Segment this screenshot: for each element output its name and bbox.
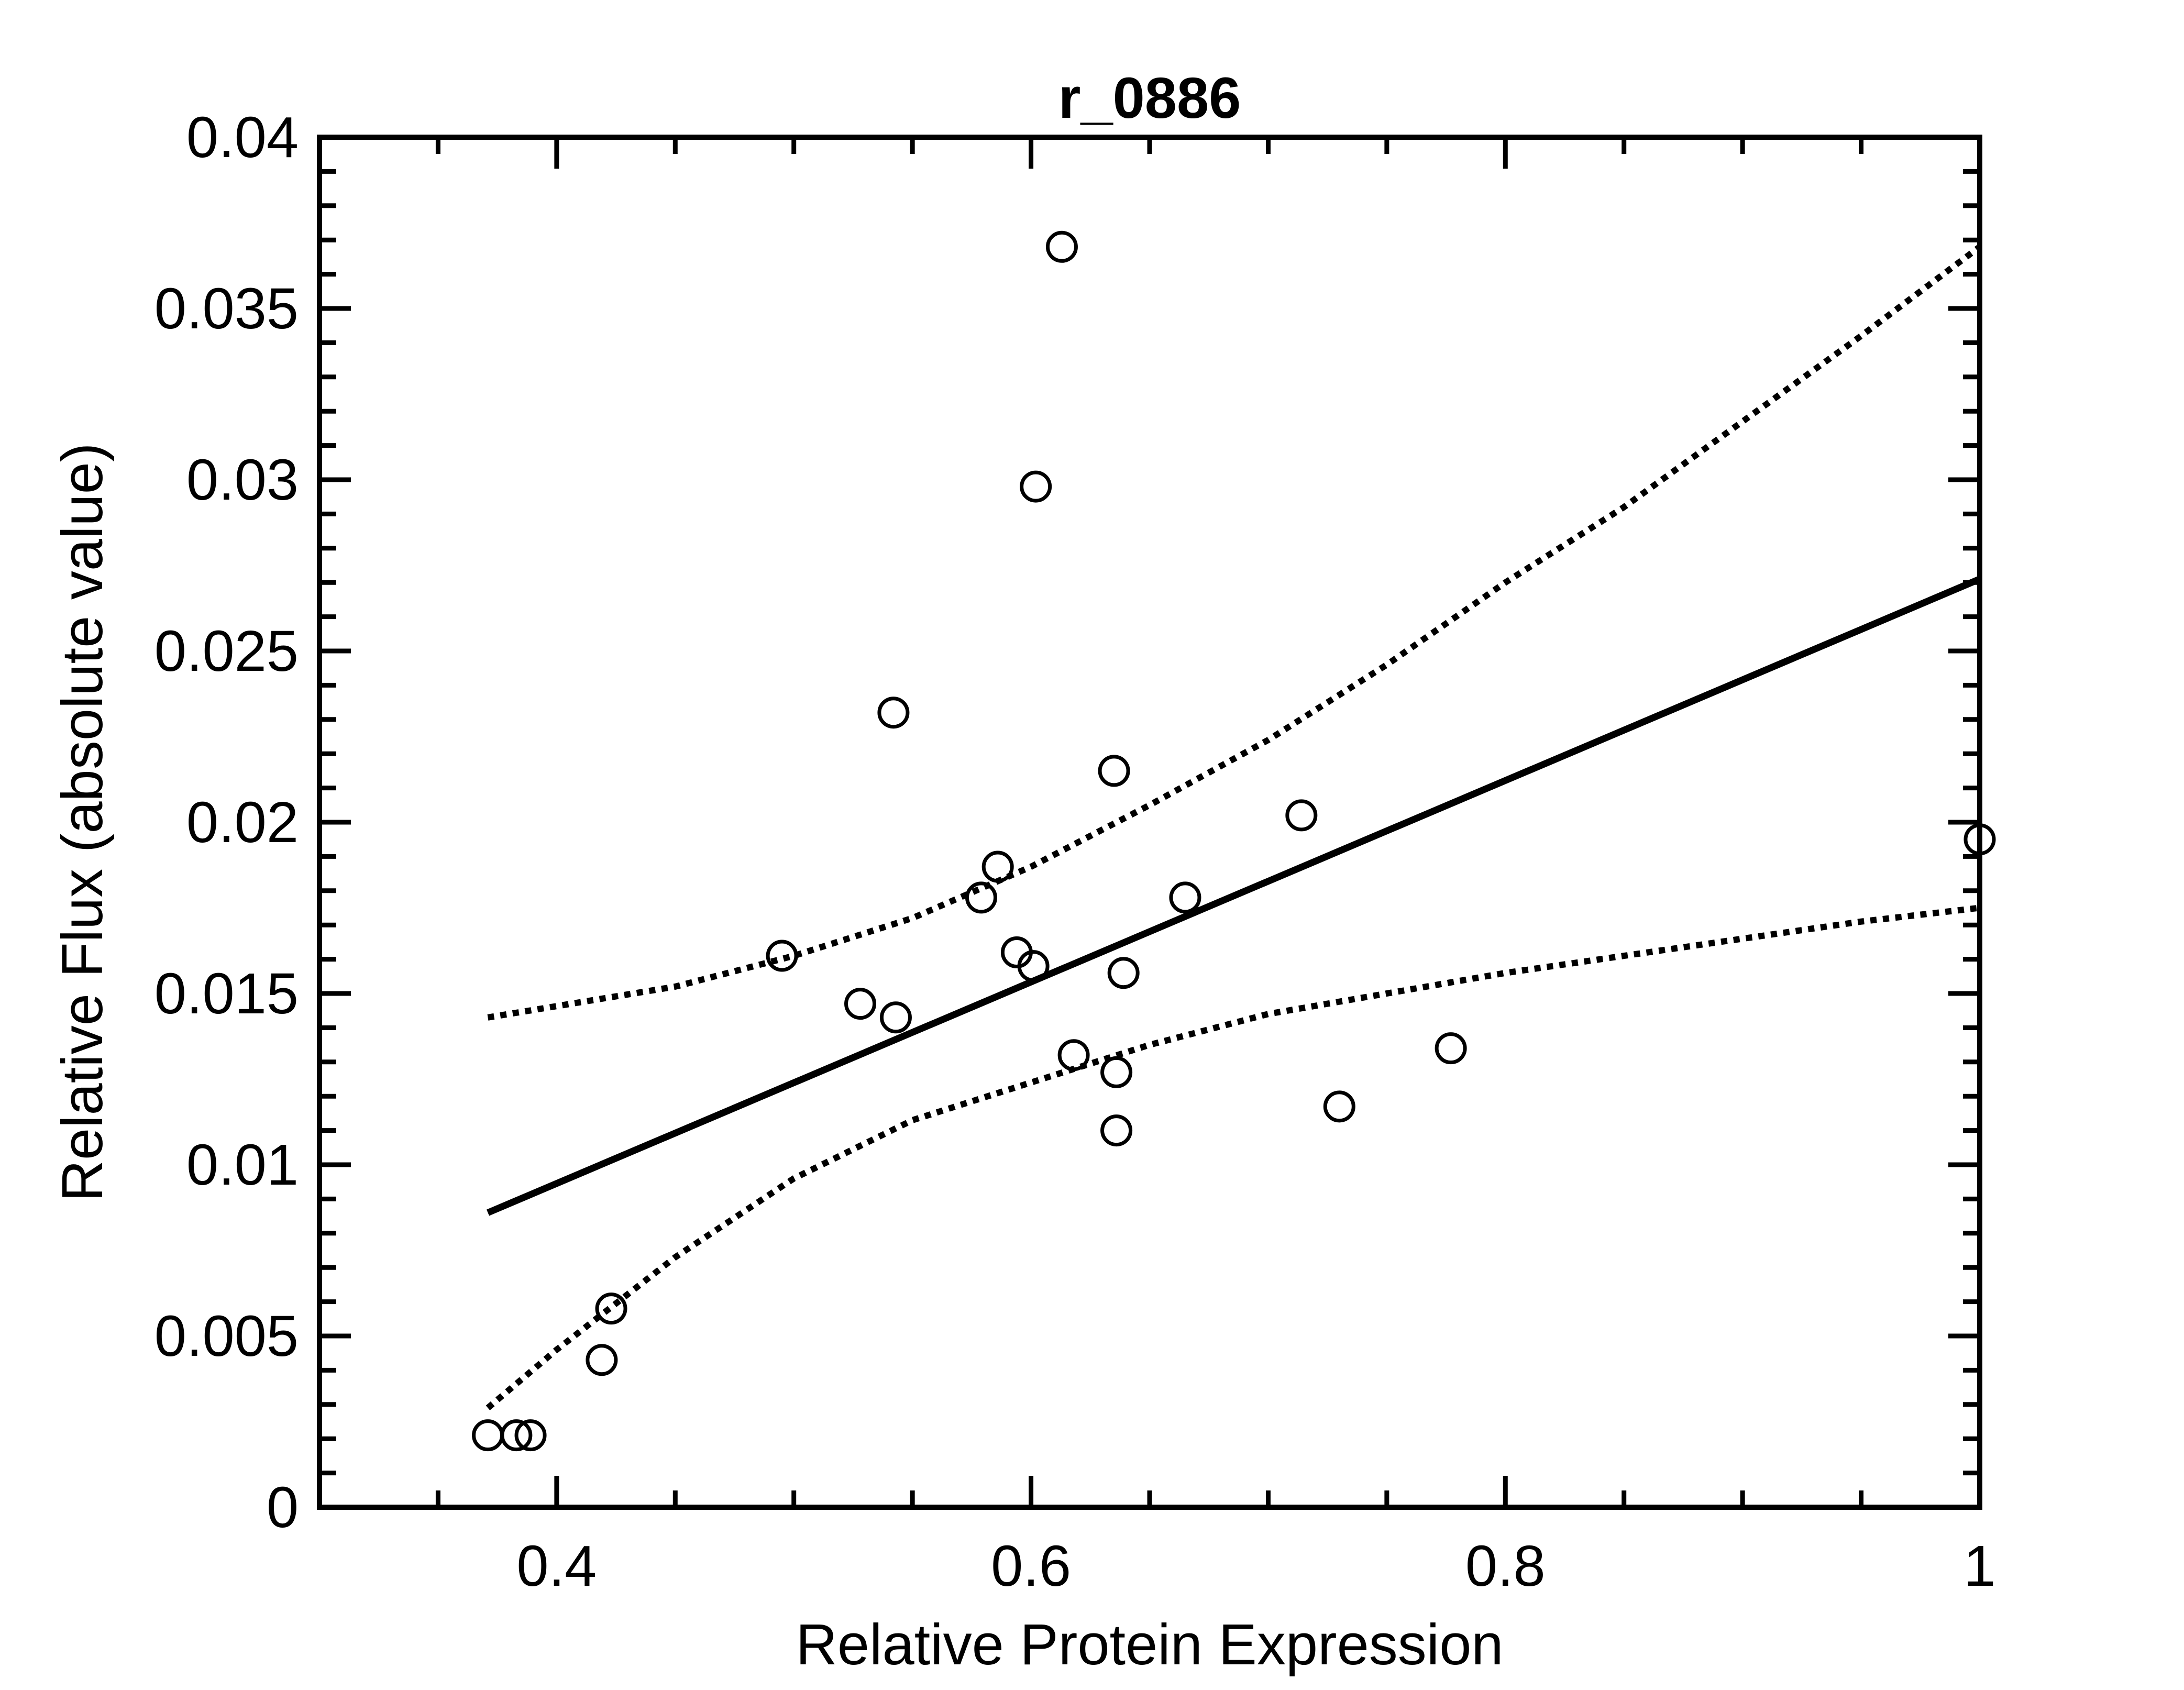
data-point — [877, 697, 910, 729]
data-point — [1045, 230, 1078, 263]
data-point — [1169, 881, 1201, 914]
data-point — [1100, 1056, 1133, 1088]
y-tick-label: 0.01 — [186, 1133, 299, 1197]
data-point — [472, 1419, 504, 1452]
lower-confidence-band — [486, 904, 1980, 1410]
confidence-bands — [486, 244, 1982, 1410]
data-point — [766, 940, 798, 972]
upper-confidence-band — [487, 244, 1982, 1021]
y-tick-label: 0.015 — [155, 962, 299, 1026]
x-axis-label: Relative Protein Expression — [796, 1612, 1503, 1677]
data-point — [1017, 950, 1050, 982]
data-point — [981, 850, 1014, 883]
data-point — [1100, 1114, 1133, 1147]
chart-title: r_0886 — [1058, 66, 1241, 130]
x-tick-labels: 0.4 0.6 0.8 1 — [516, 1534, 1995, 1598]
data-point — [879, 1001, 912, 1034]
fit-line-layer — [486, 576, 1981, 1216]
y-axis-label: Relative Flux (absolute value) — [50, 443, 115, 1201]
data-point — [595, 1293, 627, 1325]
y-tick-label: 0 — [267, 1475, 299, 1540]
data-point — [500, 1419, 533, 1452]
y-tick-labels: 0 0.005 0.01 0.015 0.02 0.025 0.03 0.035 0.04 — [155, 105, 299, 1540]
x-tick-label: 1 — [1964, 1534, 1995, 1598]
x-tick-label: 0.4 — [516, 1534, 597, 1598]
y-tick-label: 0.04 — [186, 105, 299, 170]
data-point — [965, 881, 997, 914]
data-point — [1323, 1090, 1355, 1123]
data-point — [1435, 1032, 1467, 1065]
data-point — [514, 1419, 547, 1452]
y-tick-label: 0.005 — [155, 1304, 299, 1368]
data-point — [1020, 470, 1052, 503]
data-point — [1107, 957, 1140, 989]
data-points — [472, 230, 1996, 1452]
data-point — [1285, 799, 1318, 832]
data-point — [1057, 1039, 1090, 1072]
axis-ticks — [319, 137, 1980, 1507]
data-point — [586, 1344, 618, 1376]
y-tick-label: 0.035 — [155, 277, 299, 341]
plot-frame — [317, 135, 1982, 1510]
y-tick-label: 0.025 — [155, 619, 299, 683]
regression-fit-line — [486, 576, 1981, 1216]
x-tick-label: 0.6 — [991, 1534, 1071, 1598]
data-point — [1098, 755, 1130, 787]
y-tick-label: 0.02 — [186, 790, 299, 855]
y-tick-label: 0.03 — [186, 448, 299, 512]
x-tick-label: 0.8 — [1465, 1534, 1546, 1598]
data-point — [844, 988, 877, 1020]
